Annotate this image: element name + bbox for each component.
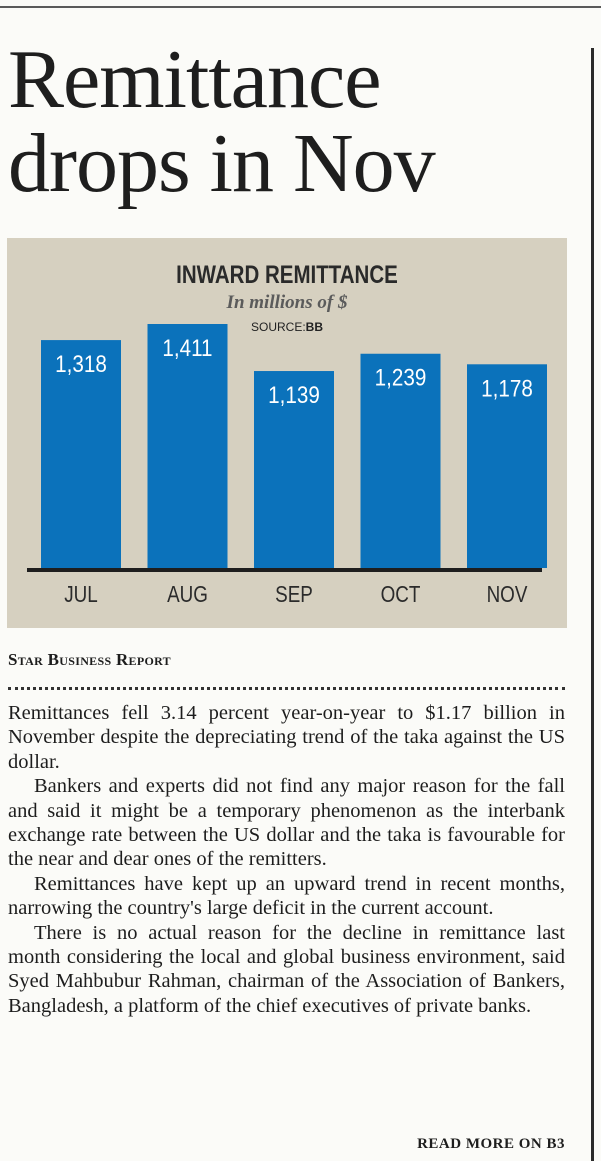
bar-aug [147,324,228,568]
category-label-nov: NOV [487,582,528,607]
article-paragraph-1: Remittances fell 3.14 percent year-on-ye… [8,702,565,773]
headline: Remittance drops in Nov [8,38,583,206]
chart-title: INWARD REMITTANCE [176,261,398,289]
article-paragraph-2: Bankers and experts did not find any maj… [8,775,565,871]
chart-source-value: BB [305,320,324,334]
top-rule [0,6,601,8]
value-label-oct: 1,239 [375,364,427,391]
chart-source: SOURCE:BB [7,320,567,334]
read-more-link[interactable]: READ MORE ON B3 [417,1136,565,1152]
category-label-oct: OCT [381,582,421,607]
value-label-nov: 1,178 [481,375,533,402]
bar-jul [41,340,121,568]
remittance-chart: INWARD REMITTANCE In millions of $ SOURC… [7,238,567,628]
x-axis-line [27,568,542,572]
bar-nov [467,364,547,568]
chart-unit: In millions of $ [226,292,348,313]
chart-source-label: SOURCE: [250,320,306,334]
category-label-sep: SEP [275,582,313,607]
value-label-jul: 1,318 [55,351,107,378]
article-paragraph-3: Remittances have kept up an upward trend… [8,872,565,920]
byline: Star Business Report [8,650,171,669]
value-label-aug: 1,411 [162,335,212,362]
category-label-aug: AUG [167,582,208,607]
category-label-jul: JUL [64,582,98,607]
article-paragraph-4: There is no actual reason for the declin… [8,921,565,1017]
headline-line-1: Remittance [8,33,382,126]
dotted-divider [8,687,565,690]
headline-line-2: drops in Nov [8,117,436,210]
bar-oct [360,353,441,568]
chart-plot: 1,318 JUL 1,411 AUG 1,139 SEP 1,239 OCT 1,178 NOV [27,324,547,607]
column-rule [591,48,594,1161]
value-label-sep: 1,139 [268,382,320,409]
article-body: Remittances fell 3.14 percent year-on-ye… [8,701,565,1018]
bar-sep [254,371,334,568]
